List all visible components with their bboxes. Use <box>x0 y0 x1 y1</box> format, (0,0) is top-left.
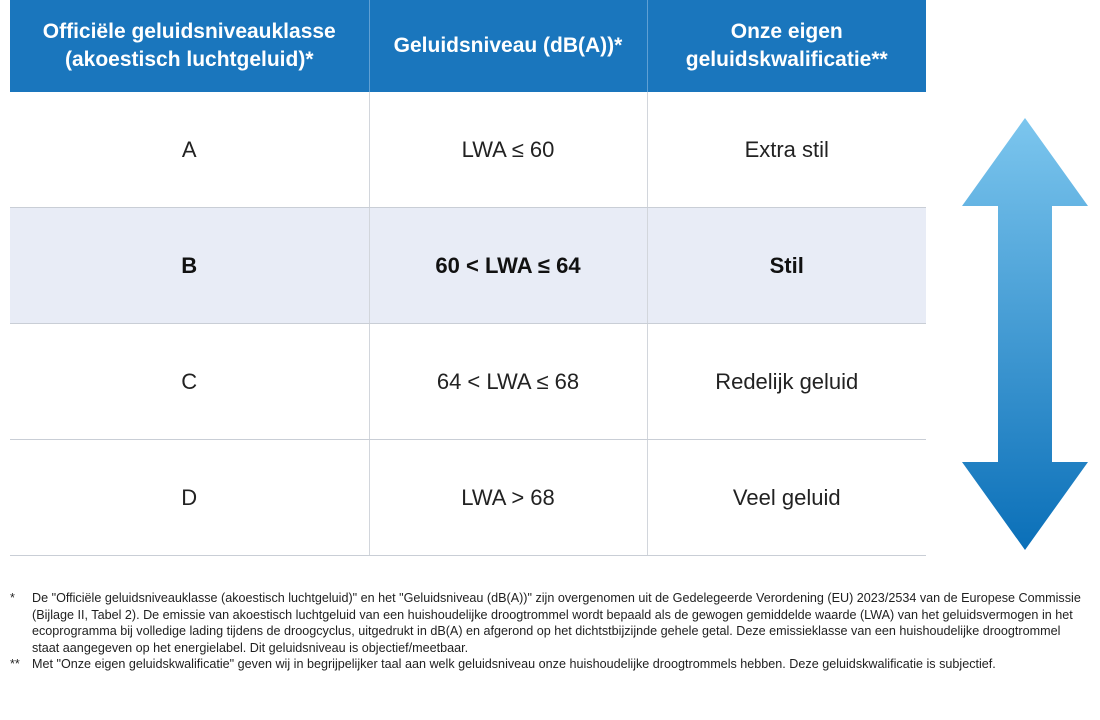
footnote-mark: * <box>10 591 15 605</box>
cell-qualification: Veel geluid <box>647 439 926 556</box>
table-row: D LWA > 68 Veel geluid <box>10 439 926 556</box>
arrow-shape <box>962 118 1088 550</box>
cell-level: 60 < LWA ≤ 64 <box>369 207 648 324</box>
header-official-class: Officiële geluidsniveauklasse (akoestisc… <box>10 0 370 92</box>
double-arrow-vertical-icon <box>962 118 1088 550</box>
footnote-mark: ** <box>10 657 20 672</box>
header-noise-level: Geluidsniveau (dB(A))* <box>369 0 648 92</box>
table-row-highlighted: B 60 < LWA ≤ 64 Stil <box>10 207 926 324</box>
footnote-text: De "Officiële geluidsniveauklasse (akoes… <box>32 591 1081 655</box>
footnote: ** Met "Onze eigen geluidskwalificatie" … <box>10 656 1090 673</box>
cell-qualification: Stil <box>647 207 926 324</box>
cell-class: B <box>10 207 370 324</box>
header-own-qualification: Onze eigen geluidskwalificatie** <box>647 0 926 92</box>
cell-class: C <box>10 323 370 440</box>
cell-level: LWA ≤ 60 <box>369 92 648 208</box>
cell-class: D <box>10 439 370 556</box>
noise-level-table: Officiële geluidsniveauklasse (akoestisc… <box>10 0 926 556</box>
cell-level: LWA > 68 <box>369 439 648 556</box>
footnotes: * De "Officiële geluidsniveauklasse (ako… <box>10 590 1090 673</box>
cell-class: A <box>10 92 370 208</box>
cell-qualification: Redelijk geluid <box>647 323 926 440</box>
table-row: A LWA ≤ 60 Extra stil <box>10 92 926 208</box>
table-row: C 64 < LWA ≤ 68 Redelijk geluid <box>10 323 926 440</box>
footnote-text: Met "Onze eigen geluidskwalificatie" gev… <box>32 657 996 672</box>
cell-level: 64 < LWA ≤ 68 <box>369 323 648 440</box>
cell-qualification: Extra stil <box>647 92 926 208</box>
footnote: * De "Officiële geluidsniveauklasse (ako… <box>10 590 1090 656</box>
table-header-row: Officiële geluidsniveauklasse (akoestisc… <box>10 0 926 92</box>
